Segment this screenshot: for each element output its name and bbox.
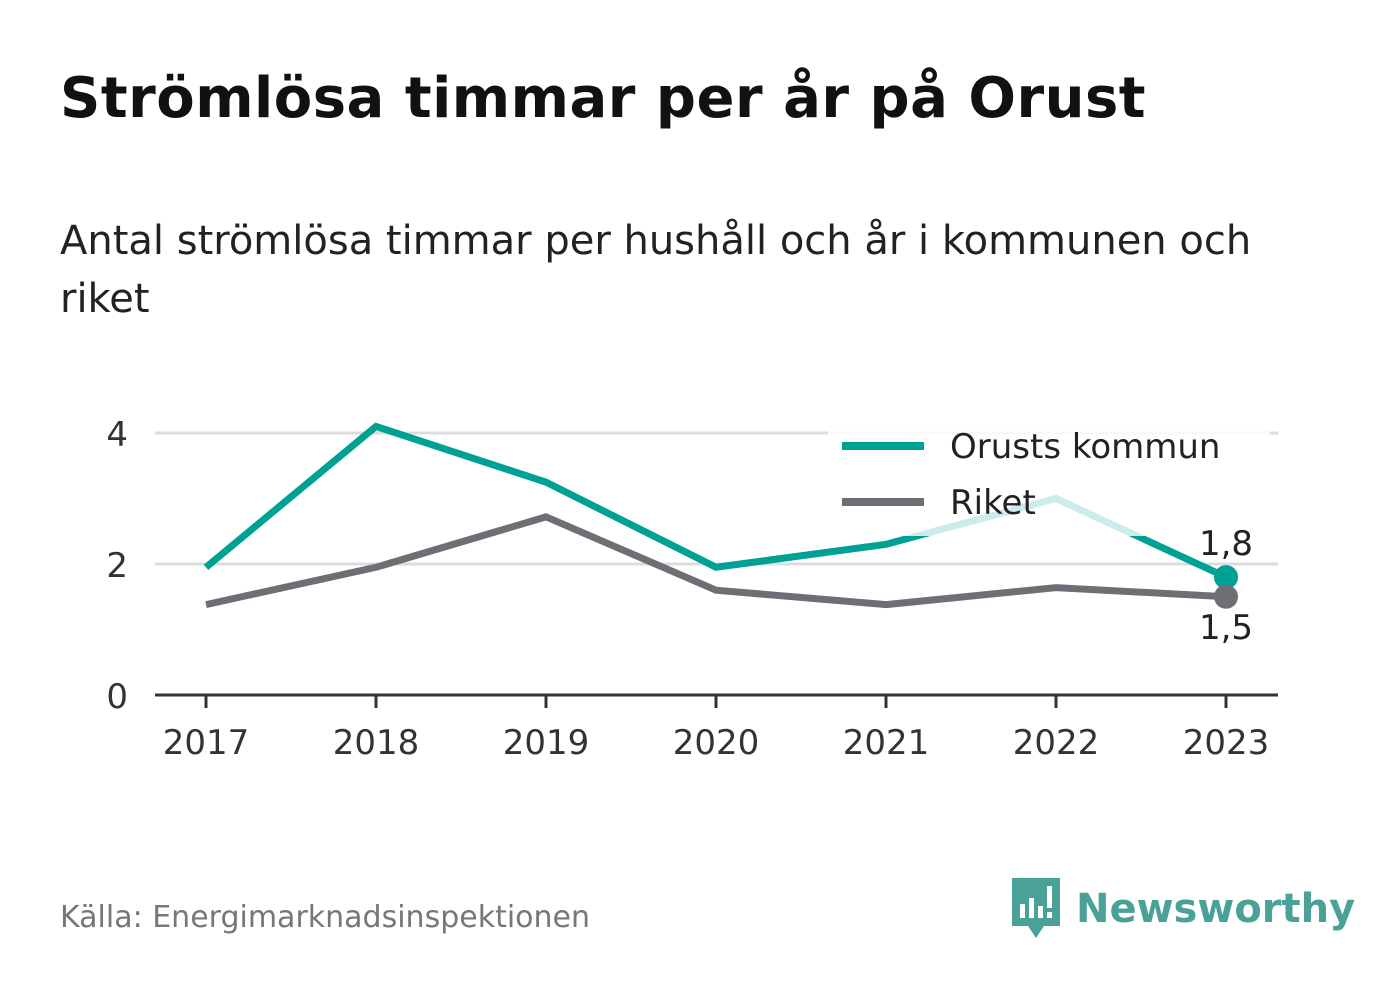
x-tick-label: 2019 xyxy=(503,723,590,763)
brand-logo: Newsworthy xyxy=(1010,876,1355,942)
legend-label: Riket xyxy=(950,483,1036,523)
end-label-riket: 1,5 xyxy=(1199,608,1253,648)
brand-name: Newsworthy xyxy=(1076,886,1356,932)
x-tick-label: 2023 xyxy=(1183,723,1270,763)
end-label-orusts-kommun: 1,8 xyxy=(1199,524,1253,564)
newsworthy-logo-icon xyxy=(1012,878,1060,938)
source-note: Källa: Energimarknadsinspektionen xyxy=(60,900,591,935)
end-labels: 1,8 1,5 xyxy=(1199,524,1253,648)
chart-subtitle: Antal strömlösa timmar per hushåll och å… xyxy=(60,218,1252,322)
x-tick-label: 2022 xyxy=(1013,723,1100,763)
end-point-orusts-kommun xyxy=(1214,565,1238,590)
x-tick-label: 2018 xyxy=(333,723,420,763)
legend: Orusts kommun Riket xyxy=(828,418,1270,536)
y-tick-label: 2 xyxy=(106,546,128,586)
x-tick-label: 2020 xyxy=(673,723,760,763)
x-axis: 2017 2018 2019 2020 2021 2022 2023 xyxy=(155,693,1278,763)
legend-label: Orusts kommun xyxy=(950,427,1220,467)
legend-background xyxy=(828,418,1270,536)
x-tick-label: 2017 xyxy=(163,723,250,763)
series-line-riket xyxy=(205,513,1227,609)
end-point-riket xyxy=(1214,584,1238,609)
chart-title: Strömlösa timmar per år på Orust xyxy=(60,66,1147,131)
x-tick-label: 2021 xyxy=(843,723,930,763)
y-tick-label: 0 xyxy=(106,677,128,717)
y-tick-label: 4 xyxy=(106,415,128,455)
y-axis-ticks: 0 2 4 xyxy=(106,415,128,717)
